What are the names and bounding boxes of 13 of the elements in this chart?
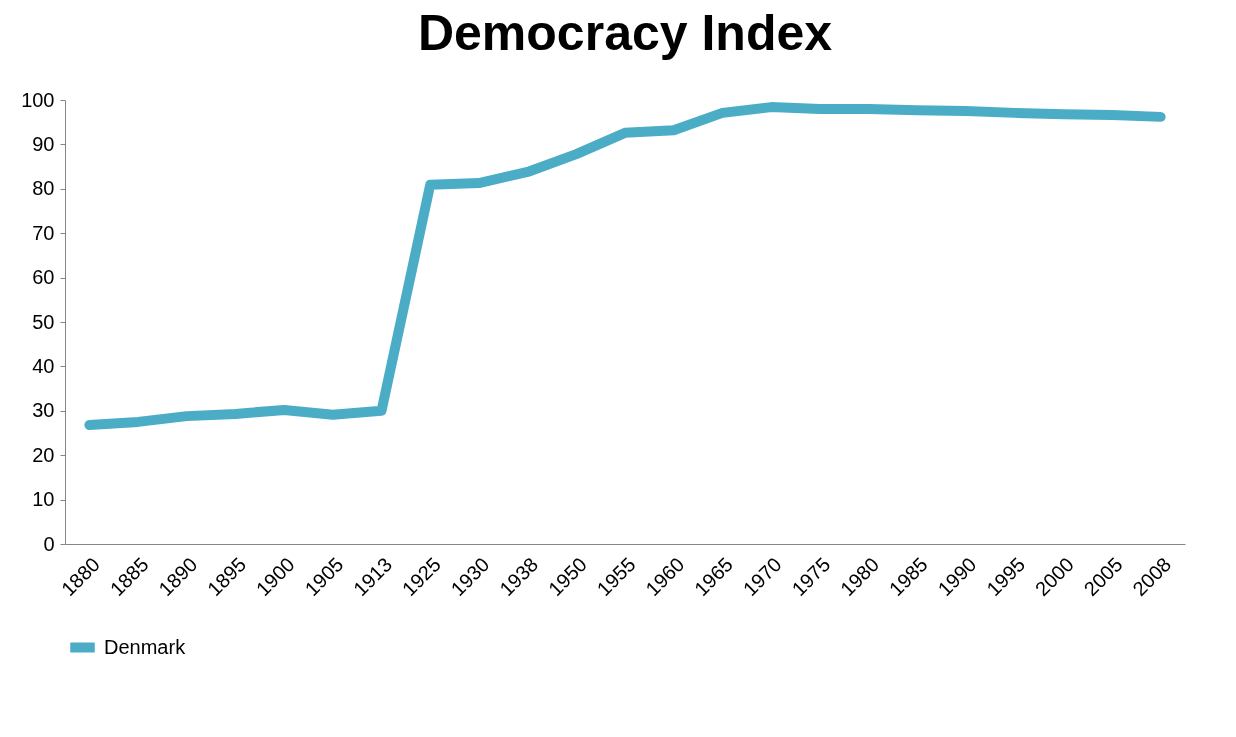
y-tick-label: 40 [32,354,55,377]
legend-label: Denmark [104,635,187,658]
y-tick-label: 50 [32,310,55,333]
y-tick-label: 20 [32,443,55,466]
y-tick-label: 0 [43,532,55,555]
y-tick-label: 10 [32,488,55,511]
y-tick-label: 60 [32,266,55,289]
y-tick-label: 80 [32,177,55,200]
y-tick-label: 30 [32,399,55,422]
y-tick-label: 70 [32,221,55,244]
y-tick-label: 100 [21,88,55,111]
y-tick-label: 90 [32,132,55,155]
chart-title: Democracy Index [417,5,833,61]
